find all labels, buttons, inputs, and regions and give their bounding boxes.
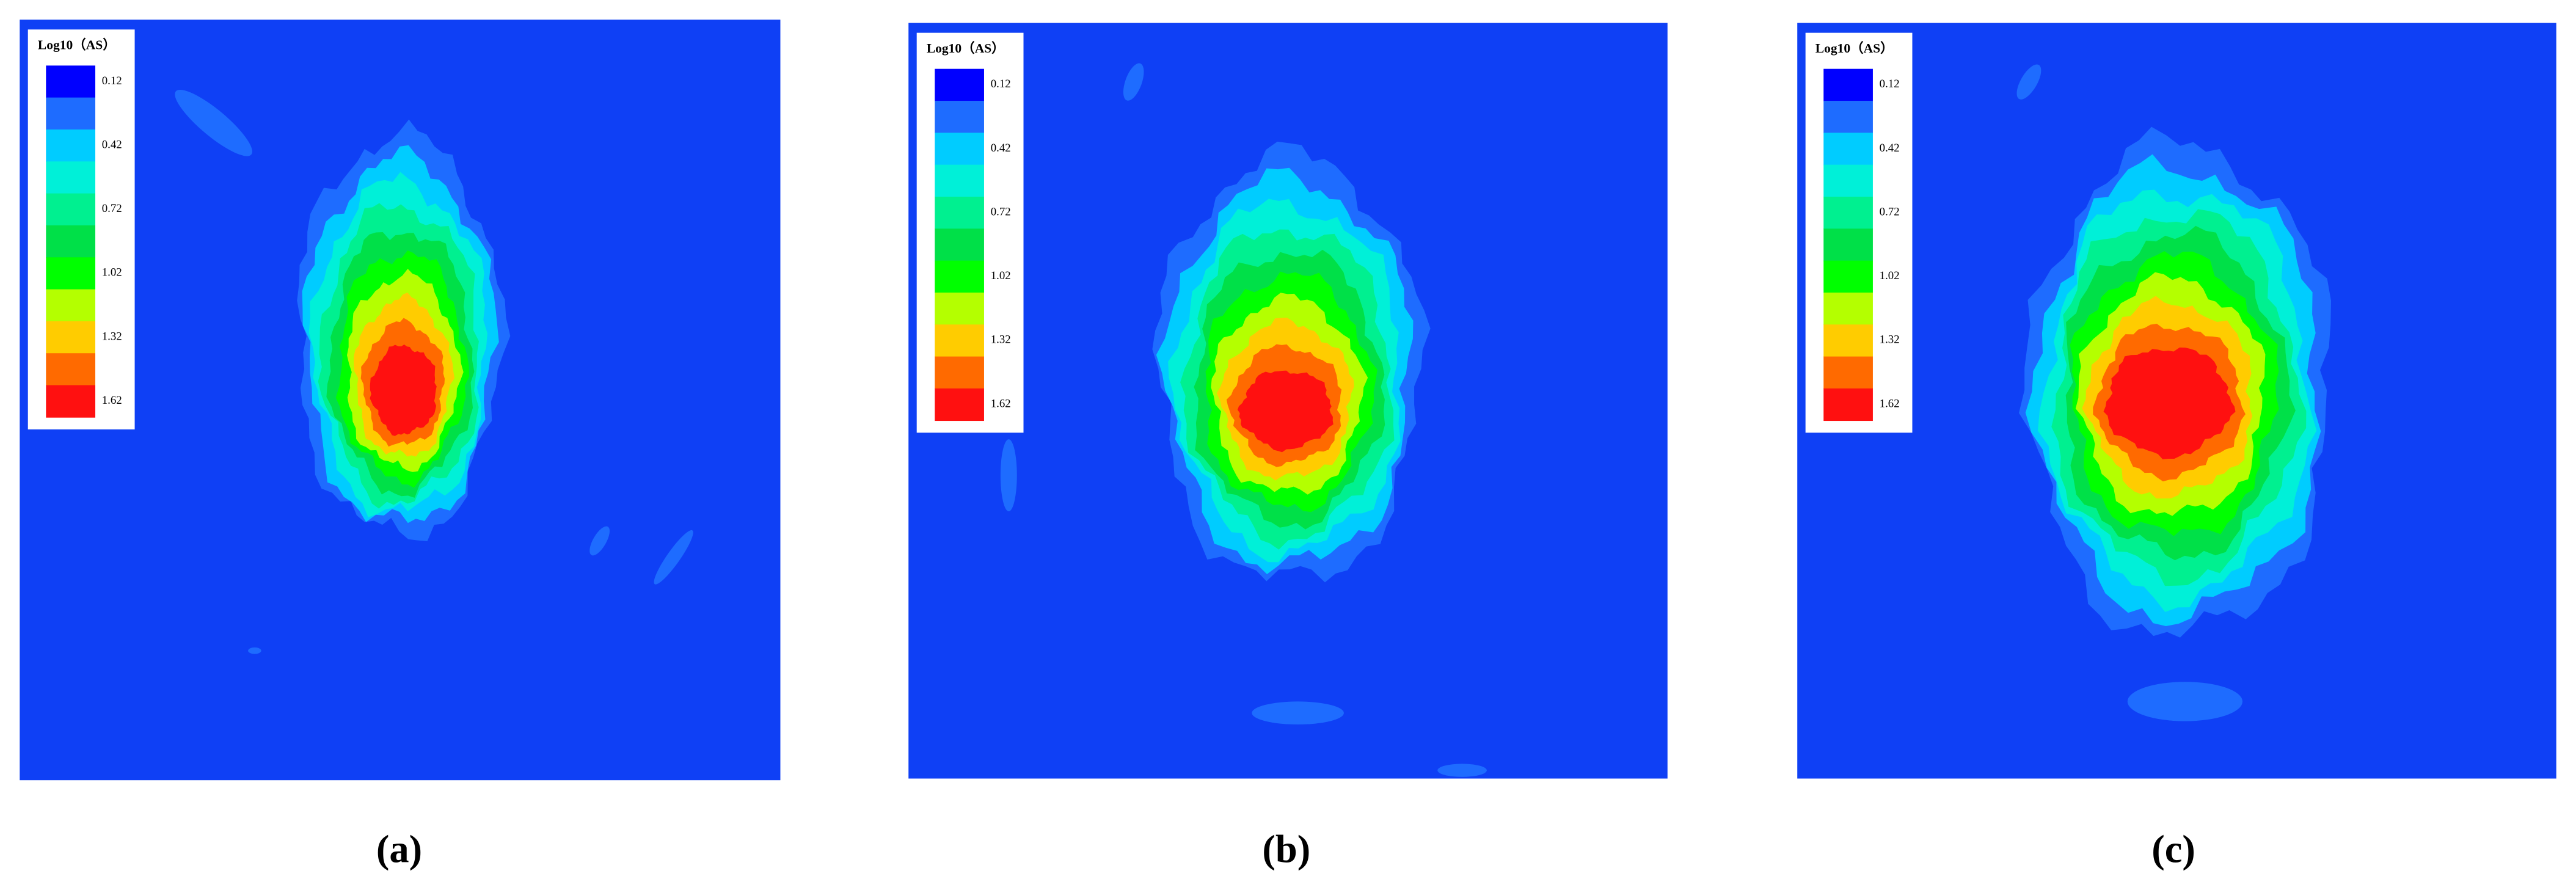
legend-swatch: [1823, 164, 1873, 197]
legend-swatch: [935, 196, 984, 230]
legend-swatch: [46, 289, 95, 322]
legend-tick-label: 1.62: [102, 394, 122, 407]
legend-swatch: [935, 356, 984, 389]
legend-swatch: [935, 101, 984, 134]
legend-tick-label: 0.42: [991, 142, 1011, 155]
fragment: [175, 89, 252, 156]
legend-swatch: [1823, 292, 1873, 326]
legend-swatch: [1823, 356, 1873, 389]
legend-tick-label: 1.02: [1880, 269, 1900, 282]
legend-tick-label: 0.42: [102, 138, 122, 151]
fragment: [1437, 764, 1487, 777]
legend-swatch: [1823, 68, 1873, 101]
legend-tick-label: 0.12: [102, 75, 122, 87]
legend-swatch: [935, 164, 984, 197]
legend-tick-label: 0.12: [991, 78, 1011, 90]
legend-swatch: [1823, 101, 1873, 134]
fragment: [1252, 701, 1344, 724]
legend-tick-label: 0.42: [1880, 142, 1900, 155]
legend-swatch: [46, 321, 95, 354]
legend-swatch: [1823, 324, 1873, 357]
legend-swatch: [46, 353, 95, 386]
legend-tick-label: 0.72: [991, 205, 1011, 218]
legend-tick-label: 1.02: [991, 269, 1011, 282]
legend-tick-label: 1.62: [991, 397, 1011, 410]
fragment: [2127, 682, 2243, 721]
fragment: [2016, 64, 2041, 100]
legend-swatch: [46, 97, 95, 130]
legend-swatch: [46, 161, 95, 194]
legend-swatch: [935, 388, 984, 421]
legend-tick-label: 0.72: [1880, 205, 1900, 218]
legend-tick-label: 1.02: [102, 266, 122, 279]
panel: Log10（AS） 0.12 0.42 0.72 1.02 1.32 1.62 (c): [1797, 23, 2556, 870]
legend-tick-label: 1.32: [991, 334, 1011, 346]
legend-swatch: [1823, 388, 1873, 421]
legend-swatch: [935, 324, 984, 357]
legend-swatch: [935, 228, 984, 261]
panel-label: (b): [1262, 827, 1310, 870]
legend-swatch: [935, 133, 984, 166]
fragment: [654, 530, 693, 585]
legend-title: Log10（AS）: [1815, 41, 1894, 56]
legend-swatch: [1823, 133, 1873, 166]
legend-swatch: [46, 225, 95, 258]
legend-tick-label: 0.72: [102, 202, 122, 215]
panel-label: (a): [376, 827, 422, 870]
fragment: [589, 526, 610, 556]
legend-swatch: [46, 257, 95, 290]
fragment: [248, 647, 261, 654]
legend-swatch: [46, 65, 95, 98]
legend-swatch: [935, 68, 984, 101]
panel: Log10（AS） 0.12 0.42 0.72 1.02 1.32 1.62 (a): [20, 20, 781, 870]
panel-label: (c): [2151, 827, 2195, 870]
legend-swatch: [46, 385, 95, 418]
legend-swatch: [1823, 196, 1873, 230]
legend-tick-label: 1.32: [1880, 334, 1900, 346]
legend-swatch: [46, 193, 95, 226]
contour-band: [370, 345, 437, 436]
legend-title: Log10（AS）: [927, 41, 1005, 56]
legend-swatch: [935, 292, 984, 326]
fragment: [1000, 439, 1017, 512]
legend-title: Log10（AS）: [38, 38, 116, 53]
legend-swatch: [1823, 260, 1873, 293]
legend-swatch: [1823, 228, 1873, 261]
legend-swatch: [935, 260, 984, 293]
contour-band: [1237, 370, 1334, 453]
legend-tick-label: 1.32: [102, 330, 122, 343]
legend-swatch: [46, 129, 95, 162]
contour-band: [2103, 347, 2236, 459]
panel: Log10（AS） 0.12 0.42 0.72 1.02 1.32 1.62 (b): [908, 23, 1668, 870]
legend-tick-label: 0.12: [1880, 78, 1900, 90]
legend-tick-label: 1.62: [1880, 397, 1900, 410]
fragment: [1123, 63, 1144, 101]
